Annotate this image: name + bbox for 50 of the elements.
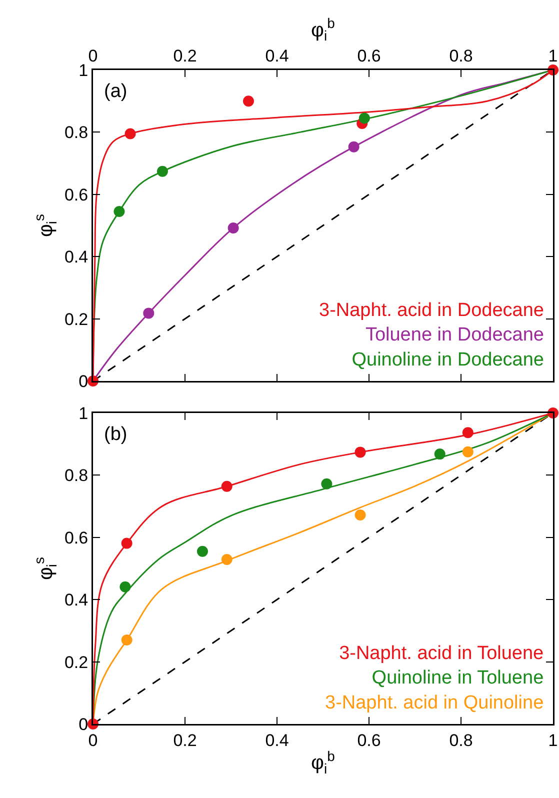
point xyxy=(354,510,366,521)
text: Toluene in Dodecane xyxy=(365,324,544,346)
text: 3-Napht. acid in Quinoline xyxy=(325,692,544,714)
x-tick-label: 0.4 xyxy=(265,730,289,750)
x2-tick-label: 1 xyxy=(548,46,558,66)
y-tick-label: 0.6 xyxy=(64,185,88,204)
point xyxy=(348,141,360,152)
point xyxy=(221,480,232,492)
point xyxy=(462,427,474,438)
point xyxy=(242,96,254,107)
point xyxy=(354,446,366,458)
y-tick-label: 1 xyxy=(78,404,88,423)
x2-tick-label: 0.8 xyxy=(449,46,473,66)
y-tick-label: 0.6 xyxy=(64,528,88,548)
text: 3-Napht. acid in Dodecane xyxy=(319,300,544,321)
point xyxy=(124,128,136,140)
point xyxy=(156,166,168,177)
y-tick-label: 0 xyxy=(78,714,88,734)
x-tick-label: 1 xyxy=(548,730,558,750)
y-tick-label: 0.4 xyxy=(64,248,88,267)
annotation: (b) xyxy=(104,424,128,445)
text: Quinoline in Dodecane xyxy=(352,349,544,370)
point xyxy=(434,448,446,460)
x-tick-label: 0.6 xyxy=(357,730,381,750)
y-tick-label: 0.8 xyxy=(64,466,88,486)
point xyxy=(114,206,125,218)
y-tick-label: 1 xyxy=(78,60,88,80)
y-tick-label: 0.2 xyxy=(64,310,88,329)
x-tick-label: 0.8 xyxy=(449,730,473,750)
annotation: (a) xyxy=(104,81,128,102)
y-tick-label: 0.4 xyxy=(64,590,88,610)
x2-tick-label: 0.4 xyxy=(265,46,289,66)
point xyxy=(221,554,232,565)
text: 3-Napht. acid in Toluene xyxy=(339,643,544,664)
point xyxy=(228,222,239,234)
point xyxy=(120,581,131,592)
point xyxy=(121,538,132,549)
y-tick-label: 0 xyxy=(78,372,88,391)
point xyxy=(121,634,132,646)
x2-tick-label: 0.2 xyxy=(173,46,197,66)
x2-tick-label: 0.6 xyxy=(357,46,381,66)
text: Quinoline in Toluene xyxy=(372,668,544,689)
point xyxy=(462,446,474,458)
y-tick-label: 0.8 xyxy=(64,123,88,142)
point xyxy=(143,308,154,319)
x-tick-label: 0.2 xyxy=(173,730,197,750)
y-tick-label: 0.2 xyxy=(64,652,88,672)
point xyxy=(358,112,370,124)
point xyxy=(321,478,332,490)
point xyxy=(196,546,208,557)
